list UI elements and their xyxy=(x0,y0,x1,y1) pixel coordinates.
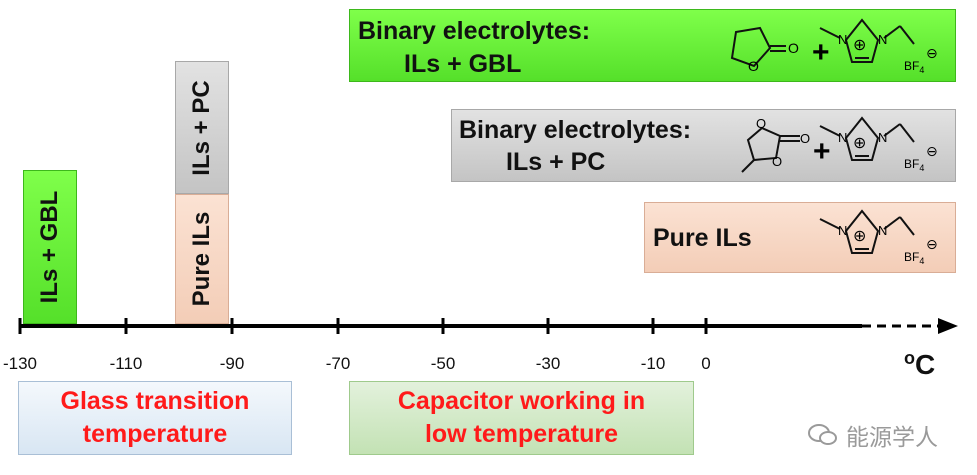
bar-ils-gbl-label: ILs + GBL xyxy=(36,190,63,304)
tick-label: -70 xyxy=(325,354,351,373)
watermark: 能源学人 xyxy=(808,418,938,452)
bar-ils-gbl: ILs + GBL xyxy=(23,170,77,324)
legend-glass-line2: temperature xyxy=(82,420,228,448)
panel-gbl-subtitle: ILs + GBL xyxy=(404,50,522,78)
panel-pure-title: Pure ILs xyxy=(653,224,752,252)
legend-glass-line1: Glass transition xyxy=(60,387,250,415)
tick-label: -10 xyxy=(640,354,666,373)
tick-label: -90 xyxy=(219,354,245,373)
tick-label: 0 xyxy=(701,354,711,373)
watermark-text: 能源学人 xyxy=(846,424,938,450)
bar-ils-pc: ILs + PC xyxy=(175,61,229,194)
legend-capacitor-line1: Capacitor working in xyxy=(397,387,646,415)
tick-label: -50 xyxy=(430,354,456,373)
panel-binary-gbl: Binary electrolytes: ILs + GBL xyxy=(349,9,956,82)
wechat-icon xyxy=(808,424,838,446)
tick-label: -130 xyxy=(2,354,38,373)
legend-capacitor-working: Capacitor working in low temperature xyxy=(349,381,694,455)
panel-pure-ils: Pure ILs xyxy=(644,202,956,273)
bar-ils-pc-label: ILs + PC xyxy=(188,79,215,176)
legend-capacitor-line2: low temperature xyxy=(424,420,619,448)
tick-label: -30 xyxy=(535,354,561,373)
panel-gbl-title: Binary electrolytes: xyxy=(358,17,591,45)
bar-pure-ils: Pure ILs xyxy=(175,194,229,324)
unit-label: oC xyxy=(904,348,936,380)
tick-label: -110 xyxy=(109,354,143,373)
legend-glass-transition: Glass transition temperature xyxy=(18,381,292,455)
bar-pure-ils-label: Pure ILs xyxy=(188,211,215,307)
panel-binary-pc: Binary electrolytes: ILs + PC xyxy=(451,109,956,182)
panel-pc-title: Binary electrolytes: xyxy=(459,116,692,144)
panel-pc-subtitle: ILs + PC xyxy=(506,148,606,176)
temperature-axis xyxy=(18,318,958,334)
